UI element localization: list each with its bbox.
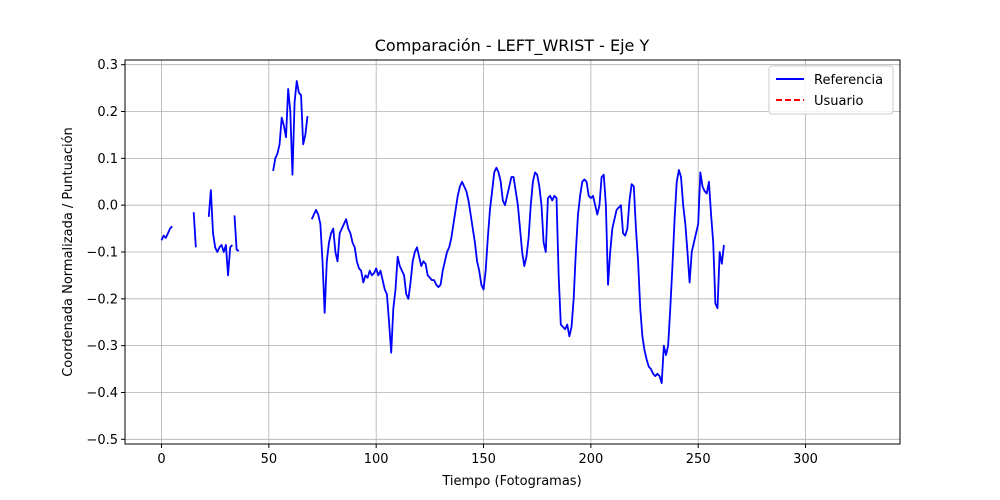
x-tick-label: 100 — [364, 452, 389, 467]
series-line-referencia — [207, 189, 234, 277]
y-tick-label: −0.3 — [86, 339, 118, 354]
y-tick-label: 0.1 — [97, 152, 118, 167]
y-tick-label: 0.0 — [97, 199, 118, 214]
chart-title: Comparación - LEFT_WRIST - Eje Y — [375, 36, 650, 56]
legend-label-usuario: Usuario — [814, 94, 863, 109]
x-tick-label: 0 — [157, 452, 165, 467]
series-line-referencia — [160, 225, 173, 241]
y-tick-label: −0.2 — [86, 292, 118, 307]
y-tick-label: 0.2 — [97, 105, 118, 120]
x-tick-label: 150 — [471, 452, 496, 467]
y-tick-label: −0.5 — [86, 433, 118, 448]
series-group — [160, 80, 725, 385]
x-axis-title: Tiempo (Fotogramas) — [441, 474, 581, 489]
y-tick-label: −0.4 — [86, 386, 118, 401]
series-line-referencia — [192, 212, 197, 248]
series-line-referencia — [272, 80, 309, 176]
x-tick-label: 300 — [793, 452, 818, 467]
y-tick-label: 0.3 — [97, 58, 118, 73]
x-tick-label: 200 — [578, 452, 603, 467]
legend: Referencia Usuario — [768, 65, 894, 115]
y-axis-title: Coordenada Normalizada / Puntuación — [61, 127, 76, 377]
x-tick-label: 50 — [261, 452, 278, 467]
series-line-referencia — [310, 166, 725, 385]
y-tick-label: −0.1 — [86, 246, 118, 261]
legend-label-referencia: Referencia — [814, 73, 883, 88]
grid — [125, 60, 900, 444]
x-tick-label: 250 — [686, 452, 711, 467]
series-line-referencia — [233, 215, 240, 252]
ticks: 0 50 100 150 200 250 300 −0.5 −0.4 −0.3 −0.2 −0.1 0.… — [86, 58, 818, 467]
